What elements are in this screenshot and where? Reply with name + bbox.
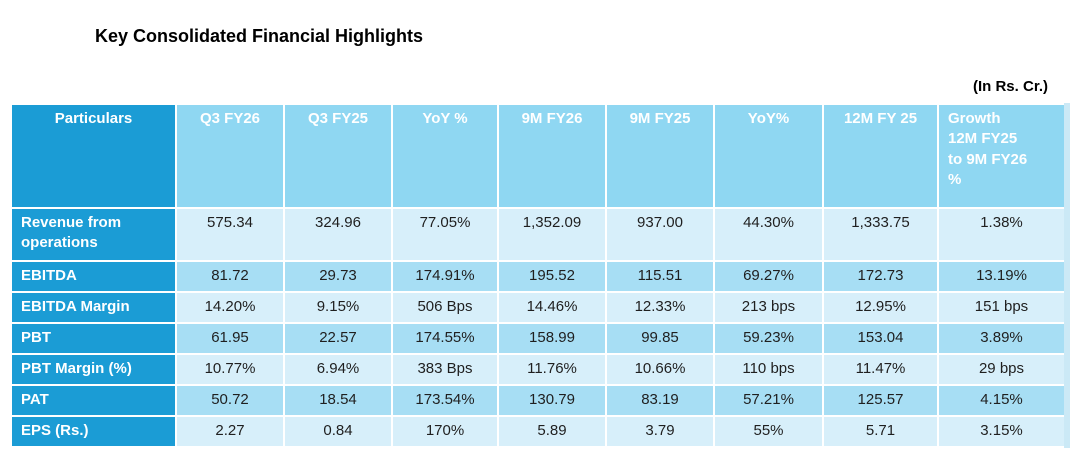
table-cell: 937.00 bbox=[605, 207, 715, 262]
table-row: PAT 50.72 18.54 173.54% 130.79 83.19 57.21% 125… bbox=[10, 384, 1068, 417]
table-cell: 29.73 bbox=[283, 260, 393, 293]
column-header: 9M FY25 bbox=[605, 103, 715, 209]
row-label: EPS (Rs.) bbox=[10, 415, 177, 448]
column-header: Growth 12M FY25 to 9M FY26 % bbox=[937, 103, 1068, 209]
table-cell: 5.71 bbox=[822, 415, 939, 448]
table-cell: 83.19 bbox=[605, 384, 715, 417]
column-header: Particulars bbox=[10, 103, 177, 209]
table-header: Particulars Q3 FY26 Q3 FY25 YoY % 9M FY26 9M … bbox=[10, 103, 1068, 209]
table-row: Revenue from operations 575.34 324.96 77.05… bbox=[10, 207, 1068, 262]
column-header: Q3 FY25 bbox=[283, 103, 393, 209]
table-body: Revenue from operations 575.34 324.96 77.05… bbox=[10, 207, 1068, 448]
table-cell: 59.23% bbox=[713, 322, 824, 355]
row-label: PAT bbox=[10, 384, 177, 417]
column-header: 9M FY26 bbox=[497, 103, 607, 209]
table-cell: 22.57 bbox=[283, 322, 393, 355]
table-cell: 69.27% bbox=[713, 260, 824, 293]
table-cell: 57.21% bbox=[713, 384, 824, 417]
table-cell: 174.91% bbox=[391, 260, 499, 293]
table-cell: 50.72 bbox=[175, 384, 285, 417]
table-cell: 195.52 bbox=[497, 260, 607, 293]
row-label: Revenue from operations bbox=[10, 207, 177, 262]
table-cell: 174.55% bbox=[391, 322, 499, 355]
table-cell: 1,333.75 bbox=[822, 207, 939, 262]
row-label: EBITDA bbox=[10, 260, 177, 293]
column-header: 12M FY 25 bbox=[822, 103, 939, 209]
table-row: EBITDA 81.72 29.73 174.91% 195.52 115.51 69.27… bbox=[10, 260, 1068, 293]
column-header: Q3 FY26 bbox=[175, 103, 285, 209]
table-cell: 77.05% bbox=[391, 207, 499, 262]
table-cell: 81.72 bbox=[175, 260, 285, 293]
column-header: YoY% bbox=[713, 103, 824, 209]
currency-unit-note: (In Rs. Cr.) bbox=[972, 78, 1048, 95]
table-cell: 130.79 bbox=[497, 384, 607, 417]
table-cell: 14.20% bbox=[175, 291, 285, 324]
table-cell: 29 bps bbox=[937, 353, 1068, 386]
table-cell: 3.79 bbox=[605, 415, 715, 448]
table-cell: 44.30% bbox=[713, 207, 824, 262]
table-cell: 6.94% bbox=[283, 353, 393, 386]
table-cell: 1,352.09 bbox=[497, 207, 607, 262]
page-title: Key Consolidated Financial Highlights bbox=[95, 26, 424, 46]
table-cell: 2.27 bbox=[175, 415, 285, 448]
financial-highlights-table: Particulars Q3 FY26 Q3 FY25 YoY % 9M FY26 9M … bbox=[10, 103, 1070, 448]
table-cell: 110 bps bbox=[713, 353, 824, 386]
table-cell: 3.15% bbox=[937, 415, 1068, 448]
table-cell: 12.33% bbox=[605, 291, 715, 324]
table-cell: 13.19% bbox=[937, 260, 1068, 293]
table-cell: 55% bbox=[713, 415, 824, 448]
table-cell: 158.99 bbox=[497, 322, 607, 355]
table-cell: 213 bps bbox=[713, 291, 824, 324]
table-cell: 4.15% bbox=[937, 384, 1068, 417]
table-cell: 14.46% bbox=[497, 291, 607, 324]
row-label: EBITDA Margin bbox=[10, 291, 177, 324]
column-header: YoY % bbox=[391, 103, 499, 209]
table-cell: 172.73 bbox=[822, 260, 939, 293]
table-cell: 115.51 bbox=[605, 260, 715, 293]
table-cell: 125.57 bbox=[822, 384, 939, 417]
table-cell: 61.95 bbox=[175, 322, 285, 355]
table-row: PBT Margin (%) 10.77% 6.94% 383 Bps 11.76% 10… bbox=[10, 353, 1068, 386]
table-cell: 18.54 bbox=[283, 384, 393, 417]
table-cell: 324.96 bbox=[283, 207, 393, 262]
table-cell: 10.66% bbox=[605, 353, 715, 386]
table-cell: 506 Bps bbox=[391, 291, 499, 324]
table-cell: 1.38% bbox=[937, 207, 1068, 262]
table-cell: 170% bbox=[391, 415, 499, 448]
table-cell: 151 bps bbox=[937, 291, 1068, 324]
table-cell: 12.95% bbox=[822, 291, 939, 324]
table-cell: 383 Bps bbox=[391, 353, 499, 386]
table-cell: 0.84 bbox=[283, 415, 393, 448]
header-row: Particulars Q3 FY26 Q3 FY25 YoY % 9M FY26 9M … bbox=[10, 103, 1068, 209]
table-cell: 3.89% bbox=[937, 322, 1068, 355]
table-cell: 5.89 bbox=[497, 415, 607, 448]
table-cell: 575.34 bbox=[175, 207, 285, 262]
row-label: PBT Margin (%) bbox=[10, 353, 177, 386]
table-row: EPS (Rs.) 2.27 0.84 170% 5.89 3.79 55% 5.71 3.15… bbox=[10, 415, 1068, 448]
table-cell: 10.77% bbox=[175, 353, 285, 386]
table-cell: 9.15% bbox=[283, 291, 393, 324]
table-cell: 11.47% bbox=[822, 353, 939, 386]
table-row: PBT 61.95 22.57 174.55% 158.99 99.85 59.23% 153… bbox=[10, 322, 1068, 355]
table-row: EBITDA Margin 14.20% 9.15% 506 Bps 14.46% 12.… bbox=[10, 291, 1068, 324]
row-label: PBT bbox=[10, 322, 177, 355]
table-cell: 99.85 bbox=[605, 322, 715, 355]
table-cell: 153.04 bbox=[822, 322, 939, 355]
table-cell: 173.54% bbox=[391, 384, 499, 417]
table-cell: 11.76% bbox=[497, 353, 607, 386]
